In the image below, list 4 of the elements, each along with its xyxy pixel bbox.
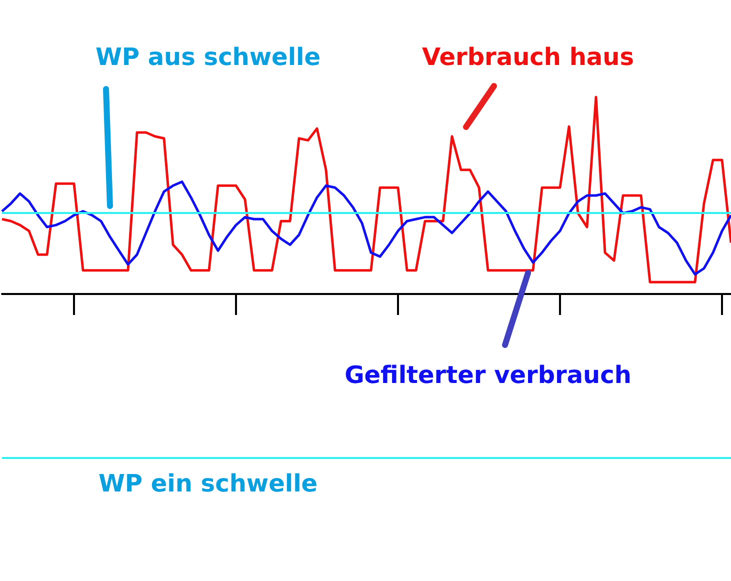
ref-line-label: WP aus schwelle [95, 43, 321, 72]
text: Gefilterter verbrauch [344, 361, 632, 389]
series-label: Verbrauch haus [422, 43, 634, 71]
ref-line-label: WP ein schwelle [98, 470, 318, 498]
